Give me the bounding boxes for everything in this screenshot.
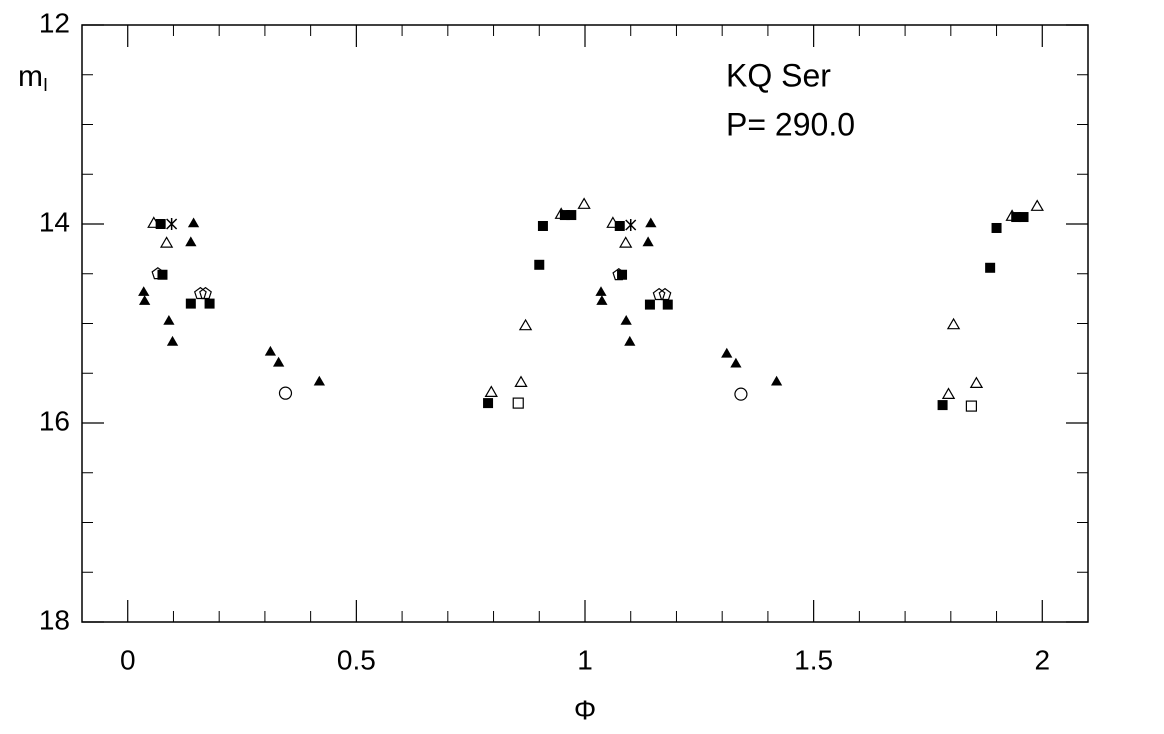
point xyxy=(187,217,200,228)
point xyxy=(658,287,672,301)
point xyxy=(730,357,742,368)
point xyxy=(577,197,591,209)
point xyxy=(313,375,325,386)
point xyxy=(612,267,626,281)
point xyxy=(193,286,207,300)
y-tick-label: 12 xyxy=(39,7,70,38)
point xyxy=(991,222,1002,233)
x-tick-label: 2 xyxy=(1034,644,1050,675)
point xyxy=(619,236,633,248)
y-axis-label: mI xyxy=(18,60,48,95)
point xyxy=(185,298,196,309)
point xyxy=(596,295,608,305)
point xyxy=(273,356,285,367)
point xyxy=(645,217,657,228)
point xyxy=(644,299,655,310)
point xyxy=(642,236,654,247)
point xyxy=(1011,212,1022,223)
point xyxy=(620,315,632,325)
point xyxy=(652,287,666,301)
point xyxy=(721,347,733,358)
point xyxy=(969,376,984,388)
point xyxy=(965,400,977,412)
point xyxy=(937,400,948,411)
point xyxy=(155,219,166,229)
x-tick-label: 1 xyxy=(577,644,593,675)
point xyxy=(662,299,673,310)
point xyxy=(614,220,625,231)
point xyxy=(771,375,783,386)
point xyxy=(163,315,175,325)
point xyxy=(1018,212,1029,223)
point xyxy=(985,262,996,273)
point xyxy=(624,335,636,346)
point xyxy=(278,386,293,400)
point xyxy=(264,345,276,356)
point xyxy=(1030,199,1044,211)
point xyxy=(185,236,197,247)
point xyxy=(946,317,961,330)
point xyxy=(151,267,165,280)
point xyxy=(625,218,637,231)
y-axis-label-sub: I xyxy=(43,75,48,95)
point xyxy=(518,318,533,331)
point xyxy=(566,210,577,221)
x-tick-label: 0 xyxy=(120,644,136,675)
point xyxy=(138,286,150,296)
point xyxy=(204,298,215,309)
point xyxy=(537,220,548,231)
x-tick-label: 1.5 xyxy=(794,644,833,675)
point xyxy=(484,385,498,397)
point xyxy=(534,259,545,270)
annotation: P= 290.0 xyxy=(726,106,855,142)
point xyxy=(617,269,628,280)
point xyxy=(941,387,956,399)
point xyxy=(166,218,178,230)
point xyxy=(559,210,570,221)
point xyxy=(595,286,607,296)
point xyxy=(512,397,524,409)
y-tick-label: 16 xyxy=(39,405,70,436)
annotation: KQ Ser xyxy=(726,57,831,93)
y-tick-label: 18 xyxy=(39,604,70,635)
x-axis-label: Φ xyxy=(574,694,596,725)
x-tick-label: 0.5 xyxy=(337,644,376,675)
plot-frame xyxy=(81,24,1089,623)
point xyxy=(514,375,528,387)
point xyxy=(199,286,212,300)
y-axis-label-main: m xyxy=(18,60,43,93)
point xyxy=(166,335,179,346)
point xyxy=(159,236,174,248)
y-tick-label: 14 xyxy=(39,206,70,237)
point xyxy=(483,398,494,409)
point xyxy=(734,387,748,401)
point xyxy=(139,295,151,305)
